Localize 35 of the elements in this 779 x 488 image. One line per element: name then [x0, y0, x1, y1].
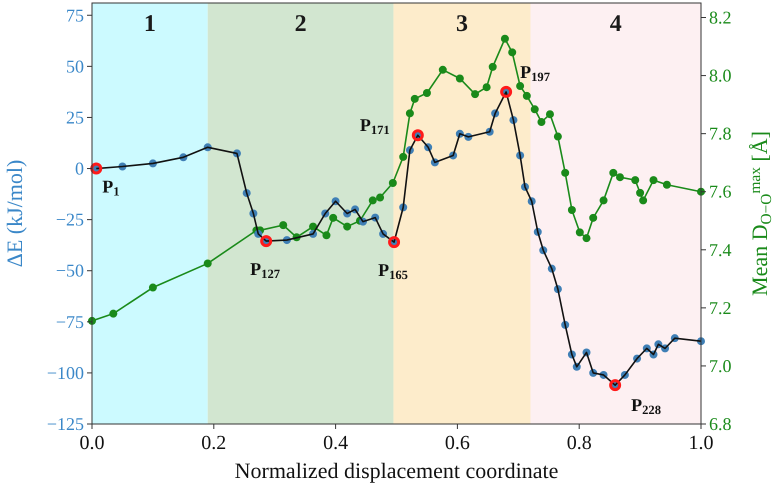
y-axis-title: ΔE (kJ/mol) — [2, 160, 27, 268]
annotation: P$_{228}$ — [631, 395, 662, 418]
x-tick-label: 0.0 — [80, 432, 104, 454]
annotation: P$_{165}$ — [378, 260, 408, 282]
annotation: P$_{171}$ — [360, 115, 390, 138]
y2-tick-label: 8.2 — [709, 8, 732, 28]
x-tick-label: 0.2 — [201, 432, 226, 454]
annotation: P$_{197}$ — [520, 62, 550, 84]
annotation: P$_{127}$ — [250, 259, 280, 282]
y-tick-label: 50 — [66, 56, 84, 76]
x-tick-label: 0.6 — [444, 432, 470, 454]
y-tick-label: 25 — [66, 107, 84, 128]
x-tick-label: 0.8 — [566, 432, 592, 454]
y-tick-label: 75 — [66, 5, 84, 26]
band-label: 2 — [294, 11, 307, 37]
x-axis-title: Normalized displacement coordinate — [234, 458, 558, 483]
y-tick-label: −125 — [46, 414, 84, 434]
y2-tick-label: 7.2 — [709, 298, 732, 318]
y-tick-label: 0 — [75, 158, 84, 179]
y-tick-label: −100 — [46, 362, 84, 383]
x-tick-label: 0.4 — [323, 432, 348, 454]
y2-tick-label: 7.8 — [709, 124, 732, 144]
y2-tick-label: 6.8 — [709, 414, 732, 434]
annotation: P$_{1}$ — [102, 176, 120, 199]
y2-tick-label: 8.0 — [709, 66, 732, 86]
y-tick-label: −25 — [56, 210, 84, 230]
y2-tick-label: 7.4 — [709, 240, 732, 260]
y-tick-label: −50 — [56, 260, 84, 281]
band-label: 3 — [456, 11, 468, 37]
y2-tick-label: 7.6 — [709, 182, 732, 202]
y2-tick-label: 7.0 — [709, 356, 732, 376]
band-label: 1 — [144, 11, 156, 37]
band-label: 4 — [610, 11, 622, 37]
y-tick-label: −75 — [56, 312, 84, 332]
x-tick-label: 1.0 — [688, 432, 714, 454]
